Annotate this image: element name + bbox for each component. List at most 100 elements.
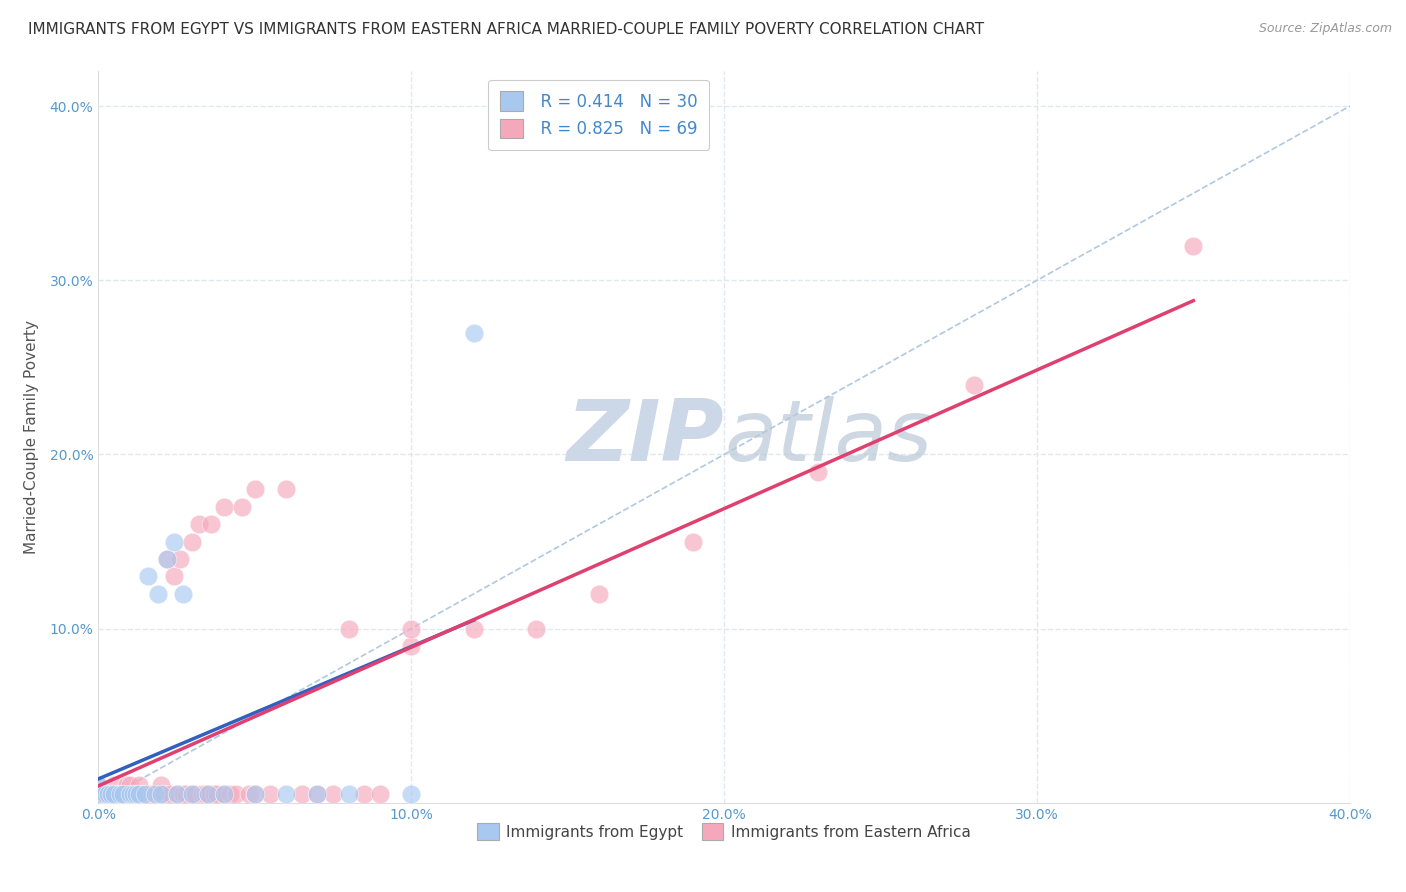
Point bbox=[162, 534, 184, 549]
Point bbox=[337, 622, 360, 636]
Point bbox=[118, 787, 141, 801]
Point bbox=[231, 500, 253, 514]
Point bbox=[807, 465, 830, 479]
Point bbox=[112, 787, 135, 801]
Point bbox=[143, 787, 166, 801]
Point bbox=[105, 787, 128, 801]
Point bbox=[401, 787, 423, 801]
Point bbox=[121, 787, 143, 801]
Point bbox=[110, 787, 132, 801]
Point bbox=[141, 787, 163, 801]
Point bbox=[243, 483, 266, 497]
Point bbox=[181, 787, 204, 801]
Point bbox=[353, 787, 375, 801]
Point bbox=[100, 787, 122, 801]
Point bbox=[401, 639, 423, 653]
Y-axis label: Married-Couple Family Poverty: Married-Couple Family Poverty bbox=[24, 320, 38, 554]
Point bbox=[93, 787, 115, 801]
Point bbox=[259, 787, 281, 801]
Point bbox=[128, 778, 150, 792]
Point bbox=[190, 787, 212, 801]
Point bbox=[184, 787, 207, 801]
Point bbox=[87, 778, 110, 792]
Point bbox=[146, 787, 169, 801]
Point bbox=[150, 787, 173, 801]
Point bbox=[131, 787, 153, 801]
Point bbox=[112, 787, 135, 801]
Point bbox=[225, 787, 247, 801]
Point bbox=[125, 787, 148, 801]
Point bbox=[121, 787, 143, 801]
Point bbox=[100, 787, 122, 801]
Point bbox=[103, 787, 125, 801]
Point bbox=[243, 787, 266, 801]
Point bbox=[166, 787, 188, 801]
Point bbox=[97, 787, 120, 801]
Point bbox=[172, 787, 194, 801]
Point bbox=[156, 552, 179, 566]
Point bbox=[87, 787, 110, 801]
Point bbox=[103, 787, 125, 801]
Point bbox=[166, 787, 188, 801]
Text: Source: ZipAtlas.com: Source: ZipAtlas.com bbox=[1258, 22, 1392, 36]
Point bbox=[138, 569, 160, 583]
Point bbox=[87, 787, 110, 801]
Point bbox=[307, 787, 329, 801]
Point bbox=[134, 787, 156, 801]
Point bbox=[207, 787, 229, 801]
Point bbox=[174, 787, 197, 801]
Point bbox=[194, 787, 217, 801]
Point bbox=[1182, 238, 1205, 252]
Text: ZIP: ZIP bbox=[567, 395, 724, 479]
Point bbox=[202, 787, 225, 801]
Point bbox=[682, 534, 704, 549]
Point bbox=[181, 787, 204, 801]
Point bbox=[128, 787, 150, 801]
Point bbox=[291, 787, 314, 801]
Point bbox=[156, 552, 179, 566]
Point bbox=[526, 622, 548, 636]
Point bbox=[197, 787, 219, 801]
Point bbox=[212, 787, 235, 801]
Point bbox=[138, 787, 160, 801]
Point bbox=[274, 483, 298, 497]
Point bbox=[200, 517, 222, 532]
Point bbox=[322, 787, 344, 801]
Point bbox=[181, 534, 204, 549]
Point bbox=[212, 787, 235, 801]
Point bbox=[87, 787, 110, 801]
Point bbox=[90, 787, 112, 801]
Point bbox=[134, 787, 156, 801]
Point bbox=[169, 552, 191, 566]
Point bbox=[588, 587, 610, 601]
Point bbox=[463, 622, 485, 636]
Point bbox=[187, 517, 209, 532]
Point bbox=[243, 787, 266, 801]
Legend: Immigrants from Egypt, Immigrants from Eastern Africa: Immigrants from Egypt, Immigrants from E… bbox=[471, 816, 977, 847]
Point bbox=[118, 778, 141, 792]
Point bbox=[110, 787, 132, 801]
Point bbox=[463, 326, 485, 340]
Point bbox=[172, 587, 194, 601]
Point bbox=[146, 587, 169, 601]
Point bbox=[153, 787, 176, 801]
Point bbox=[274, 787, 298, 801]
Point bbox=[97, 787, 120, 801]
Point bbox=[197, 787, 219, 801]
Point bbox=[212, 500, 235, 514]
Point bbox=[125, 787, 148, 801]
Point bbox=[118, 787, 141, 801]
Point bbox=[963, 377, 986, 392]
Point bbox=[307, 787, 329, 801]
Point bbox=[337, 787, 360, 801]
Point bbox=[87, 778, 110, 792]
Point bbox=[368, 787, 391, 801]
Point bbox=[401, 622, 423, 636]
Text: atlas: atlas bbox=[724, 395, 932, 479]
Point bbox=[159, 787, 181, 801]
Point bbox=[103, 778, 125, 792]
Point bbox=[115, 778, 138, 792]
Point bbox=[238, 787, 260, 801]
Point bbox=[150, 778, 173, 792]
Point bbox=[150, 787, 173, 801]
